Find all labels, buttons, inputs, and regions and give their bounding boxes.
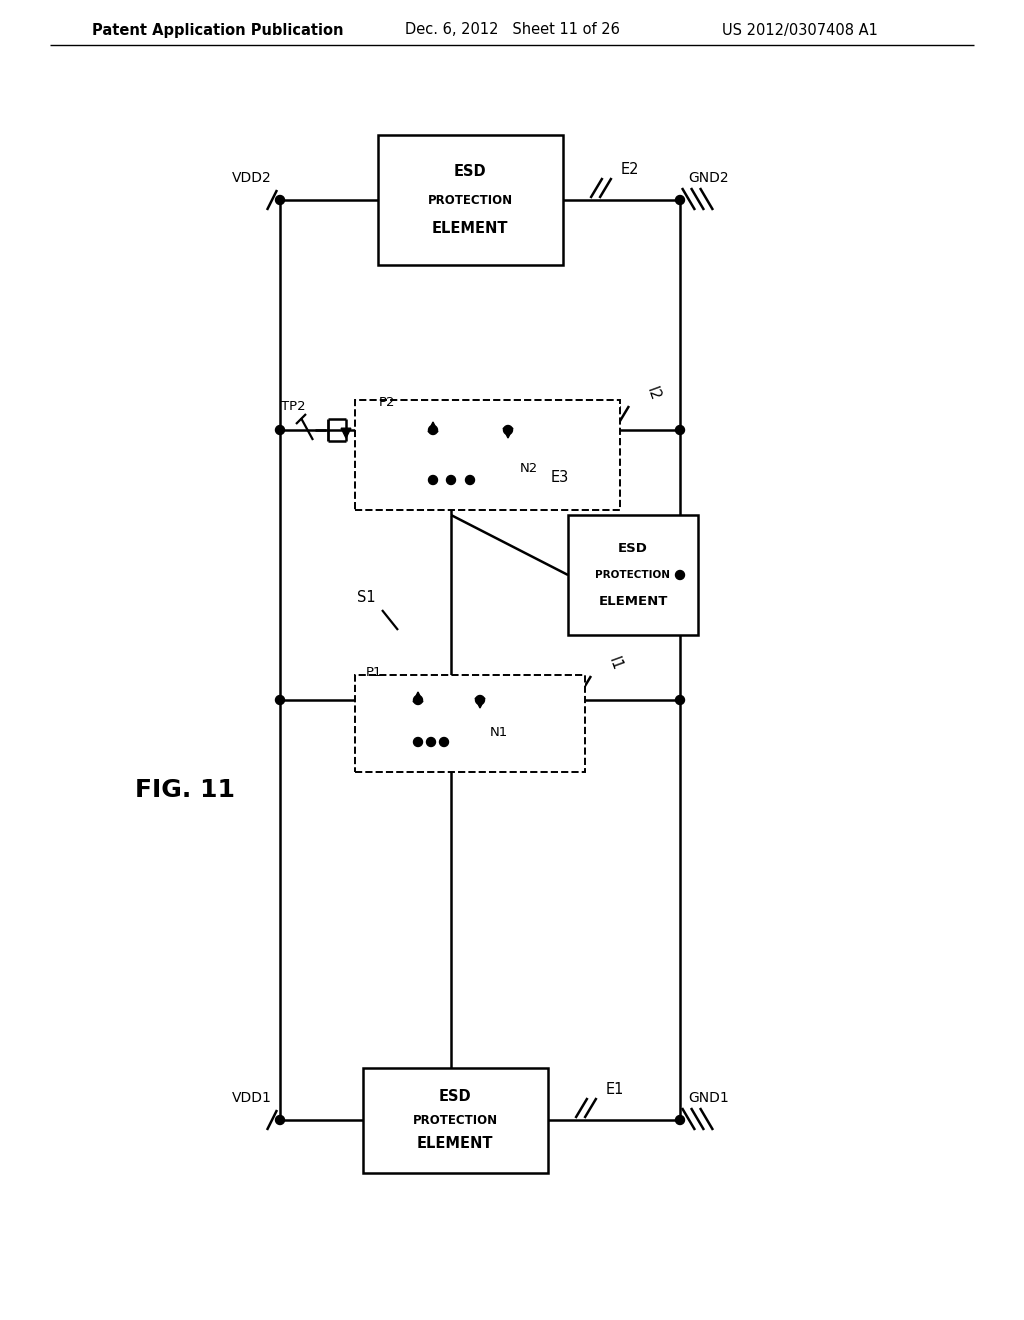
Bar — [362, 1068, 548, 1172]
Text: N2: N2 — [520, 462, 539, 474]
Text: ELEMENT: ELEMENT — [432, 220, 508, 236]
Text: Patent Application Publication: Patent Application Publication — [92, 22, 344, 37]
Bar — [378, 135, 562, 265]
Text: ESD: ESD — [438, 1089, 471, 1105]
Text: E2: E2 — [621, 162, 639, 177]
Text: TP2: TP2 — [281, 400, 305, 412]
Circle shape — [446, 475, 456, 484]
Text: E1: E1 — [605, 1082, 624, 1097]
Text: FIG. 11: FIG. 11 — [135, 777, 234, 803]
Circle shape — [676, 425, 684, 434]
Text: PROTECTION: PROTECTION — [596, 570, 671, 579]
Text: P1: P1 — [366, 665, 382, 678]
Text: GND1: GND1 — [688, 1092, 729, 1105]
Text: ESD: ESD — [618, 543, 648, 556]
Circle shape — [466, 475, 474, 484]
Polygon shape — [341, 428, 351, 438]
Circle shape — [428, 475, 437, 484]
Bar — [568, 515, 698, 635]
Circle shape — [414, 738, 423, 747]
Circle shape — [414, 696, 423, 705]
Circle shape — [439, 738, 449, 747]
Text: PROTECTION: PROTECTION — [413, 1114, 498, 1126]
Text: GND2: GND2 — [688, 172, 729, 185]
Text: I2: I2 — [644, 385, 663, 403]
Text: VDD1: VDD1 — [232, 1092, 272, 1105]
Text: ELEMENT: ELEMENT — [417, 1135, 494, 1151]
Bar — [355, 400, 620, 510]
Text: ESD: ESD — [454, 164, 486, 180]
Text: S1: S1 — [357, 590, 376, 606]
Circle shape — [676, 570, 684, 579]
Bar — [355, 675, 585, 772]
Circle shape — [676, 195, 684, 205]
Circle shape — [275, 1115, 285, 1125]
Polygon shape — [413, 692, 423, 702]
Polygon shape — [428, 422, 438, 432]
Circle shape — [275, 696, 285, 705]
Circle shape — [275, 425, 285, 434]
Circle shape — [428, 425, 437, 434]
Circle shape — [676, 696, 684, 705]
Text: US 2012/0307408 A1: US 2012/0307408 A1 — [722, 22, 878, 37]
Text: N1: N1 — [490, 726, 508, 738]
Text: P2: P2 — [379, 396, 395, 408]
Text: Dec. 6, 2012   Sheet 11 of 26: Dec. 6, 2012 Sheet 11 of 26 — [404, 22, 620, 37]
Text: I1: I1 — [606, 655, 625, 673]
Circle shape — [475, 696, 484, 705]
Text: PROTECTION: PROTECTION — [427, 194, 513, 206]
Circle shape — [504, 425, 512, 434]
Polygon shape — [503, 428, 513, 438]
Circle shape — [676, 1115, 684, 1125]
Text: VDD2: VDD2 — [232, 172, 272, 185]
Circle shape — [275, 195, 285, 205]
Text: ELEMENT: ELEMENT — [598, 595, 668, 609]
Text: E3: E3 — [551, 470, 569, 484]
Circle shape — [427, 738, 435, 747]
Polygon shape — [475, 698, 485, 708]
